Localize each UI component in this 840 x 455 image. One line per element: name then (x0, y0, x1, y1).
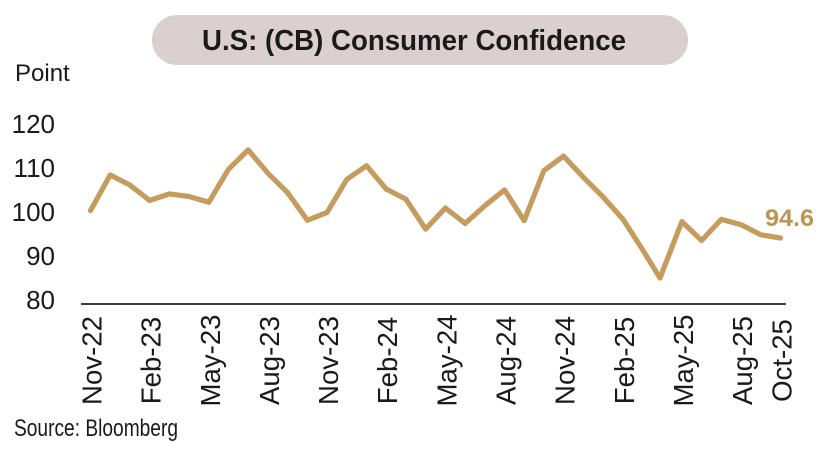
svg-text:100: 100 (12, 197, 55, 227)
svg-text:Nov-24: Nov-24 (550, 316, 581, 405)
svg-text:U.S: (CB) Consumer Confidence: U.S: (CB) Consumer Confidence (202, 25, 626, 57)
svg-text:May-24: May-24 (431, 314, 462, 406)
svg-text:120: 120 (12, 109, 55, 139)
svg-text:80: 80 (26, 285, 55, 315)
svg-text:May-23: May-23 (195, 314, 226, 406)
svg-text:Nov-23: Nov-23 (313, 316, 344, 405)
svg-text:Feb-25: Feb-25 (609, 317, 640, 404)
svg-text:94.6: 94.6 (765, 205, 814, 232)
svg-text:Oct-25: Oct-25 (767, 319, 798, 402)
svg-text:Nov-22: Nov-22 (77, 316, 108, 405)
svg-text:Feb-23: Feb-23 (136, 317, 167, 404)
svg-text:Aug-24: Aug-24 (491, 316, 522, 405)
svg-text:Aug-25: Aug-25 (727, 316, 758, 405)
svg-text:Aug-23: Aug-23 (254, 316, 285, 405)
svg-text:Point: Point (15, 60, 70, 87)
svg-text:Feb-24: Feb-24 (372, 317, 403, 404)
svg-text:May-25: May-25 (668, 314, 699, 406)
svg-text:90: 90 (26, 241, 55, 271)
svg-text:110: 110 (14, 153, 55, 183)
svg-text:Source: Bloomberg: Source: Bloomberg (14, 415, 178, 442)
